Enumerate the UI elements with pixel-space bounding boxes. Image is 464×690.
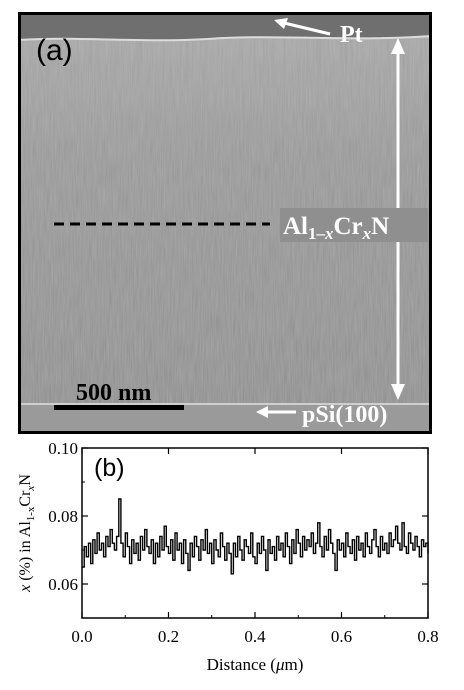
panel-a-label: (a)	[36, 34, 73, 67]
scale-bar	[54, 405, 184, 410]
substrate-arrow-head	[256, 406, 268, 418]
y-tick-label: 0.10	[48, 439, 78, 458]
pt-arrow	[279, 20, 331, 36]
x-axis-label: Distance (μm)	[207, 655, 304, 674]
y-tick-label: 0.06	[48, 575, 78, 594]
x-tick-label: 0.6	[331, 627, 352, 646]
y-axis-label: x (%) in Al1-xCrxN	[17, 474, 37, 593]
film-composition-label: Al1–xCrxN	[283, 213, 389, 243]
panel-b-label: (b)	[94, 454, 125, 482]
x-tick-label: 0.8	[417, 627, 438, 646]
pt-layer	[18, 12, 432, 41]
scale-bar-label: 500 nm	[76, 380, 151, 406]
tem-micrograph: (a) Pt Al1–xCrxN 500 nm pSi(100)	[18, 12, 432, 434]
y-axis-label-group: x (%) in Al1-xCrxN	[17, 474, 37, 593]
film-label-backing	[280, 208, 428, 242]
x-tick-label: 0.2	[158, 627, 179, 646]
composition-profile-chart: 0.0 0.2 0.4 0.6 0.8 0.06 0.08 0.10 (b) Distance (…	[17, 439, 439, 674]
micrograph-frame	[18, 12, 432, 434]
composition-series-line	[82, 498, 429, 575]
pt-interface	[18, 35, 432, 42]
x-tick-label: 0.0	[71, 627, 92, 646]
thickness-arrow-bottom	[391, 384, 405, 400]
pt-label: Pt	[340, 22, 363, 48]
x-tick-label: 0.4	[244, 627, 266, 646]
thickness-arrow-top	[391, 38, 405, 54]
substrate-label: pSi(100)	[302, 402, 387, 428]
y-tick-label: 0.08	[48, 507, 78, 526]
pt-arrow-head	[274, 18, 288, 29]
